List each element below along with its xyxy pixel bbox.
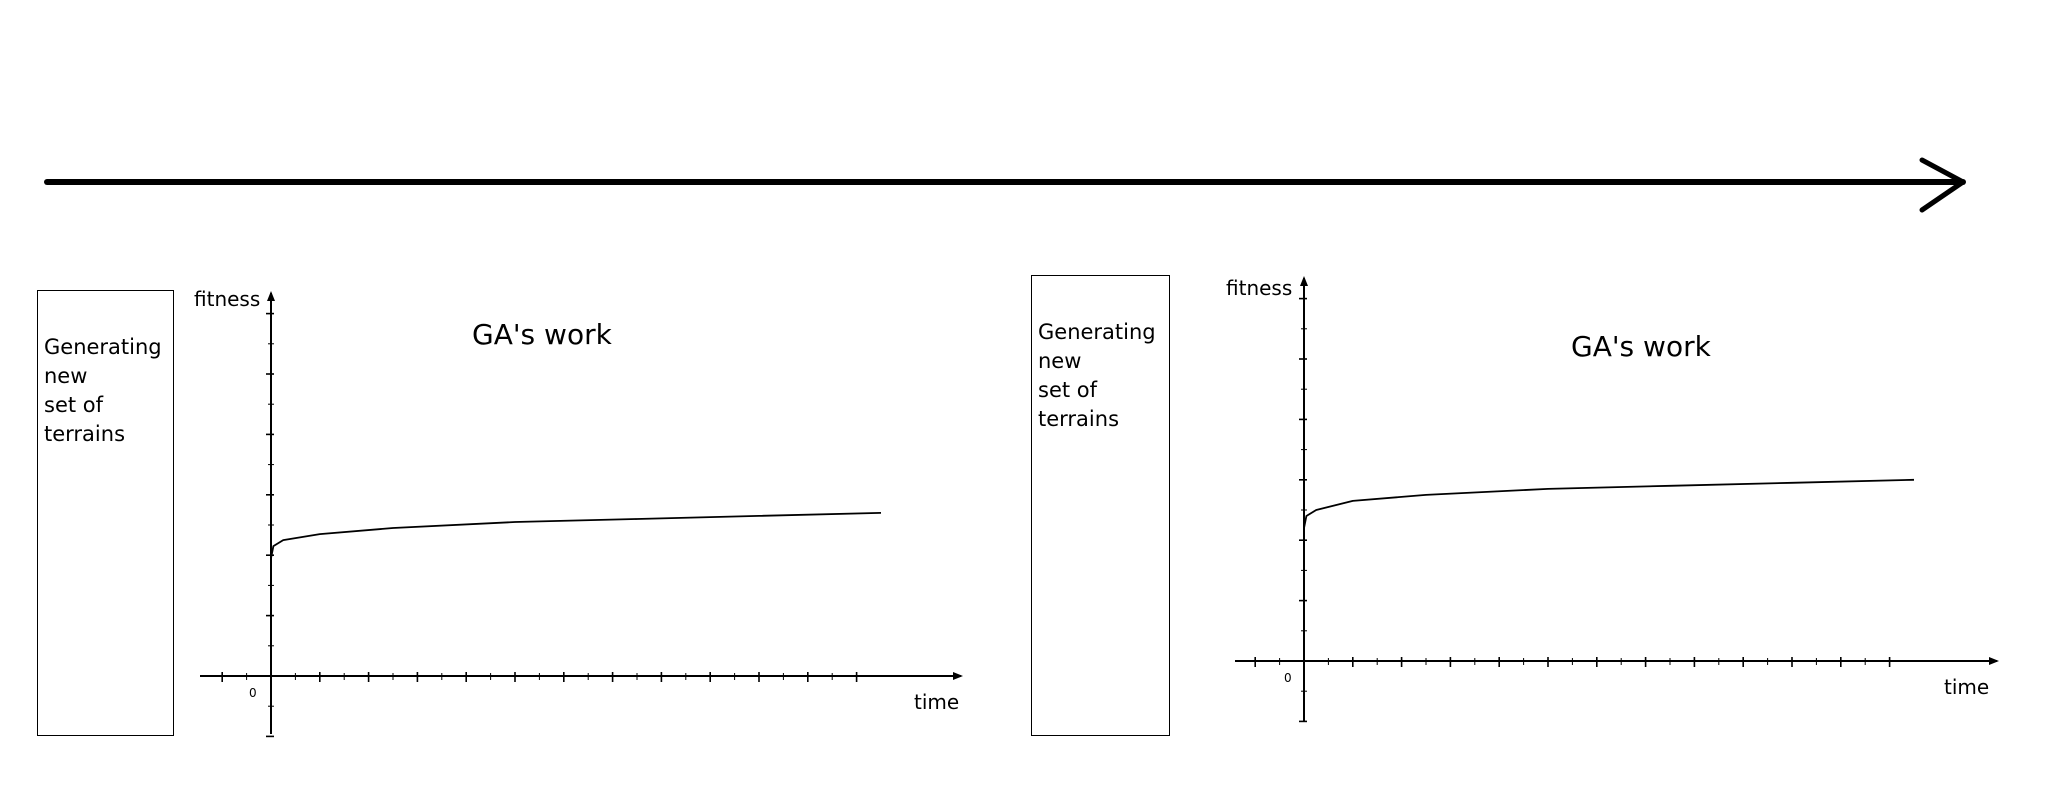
x-axis-arrowhead xyxy=(953,672,963,680)
box-line: Generating xyxy=(44,335,162,359)
box-line: new xyxy=(44,364,88,388)
origin-tick-label: 0 xyxy=(1284,671,1292,685)
origin-tick-label: 0 xyxy=(249,686,257,700)
x-axis-arrowhead xyxy=(1989,657,1999,665)
timeline-arrowhead xyxy=(1919,157,1966,213)
box-line: new xyxy=(1038,349,1082,373)
fitness-curve xyxy=(1303,478,1915,529)
generating-terrains-box: Generating new set of terrains xyxy=(37,290,174,736)
box-line: terrains xyxy=(1038,407,1120,431)
y-axis-arrowhead xyxy=(1300,276,1308,286)
x-axis-label: time xyxy=(914,690,960,714)
box-line: Generating xyxy=(1038,320,1156,344)
y-axis-label: fitness xyxy=(1226,276,1293,300)
box-line: set of xyxy=(44,393,104,417)
box-line: set of xyxy=(1038,378,1098,402)
y-axis-arrowhead xyxy=(267,291,275,301)
chart-title: GA's work xyxy=(1571,330,1711,363)
x-axis-label: time xyxy=(1944,675,1990,699)
y-axis-label: fitness xyxy=(194,287,261,311)
fitness-curve xyxy=(270,512,882,559)
generating-terrains-box: Generating new set of terrains xyxy=(1031,275,1170,736)
chart-title: GA's work xyxy=(472,318,612,351)
box-line: terrains xyxy=(44,422,126,446)
